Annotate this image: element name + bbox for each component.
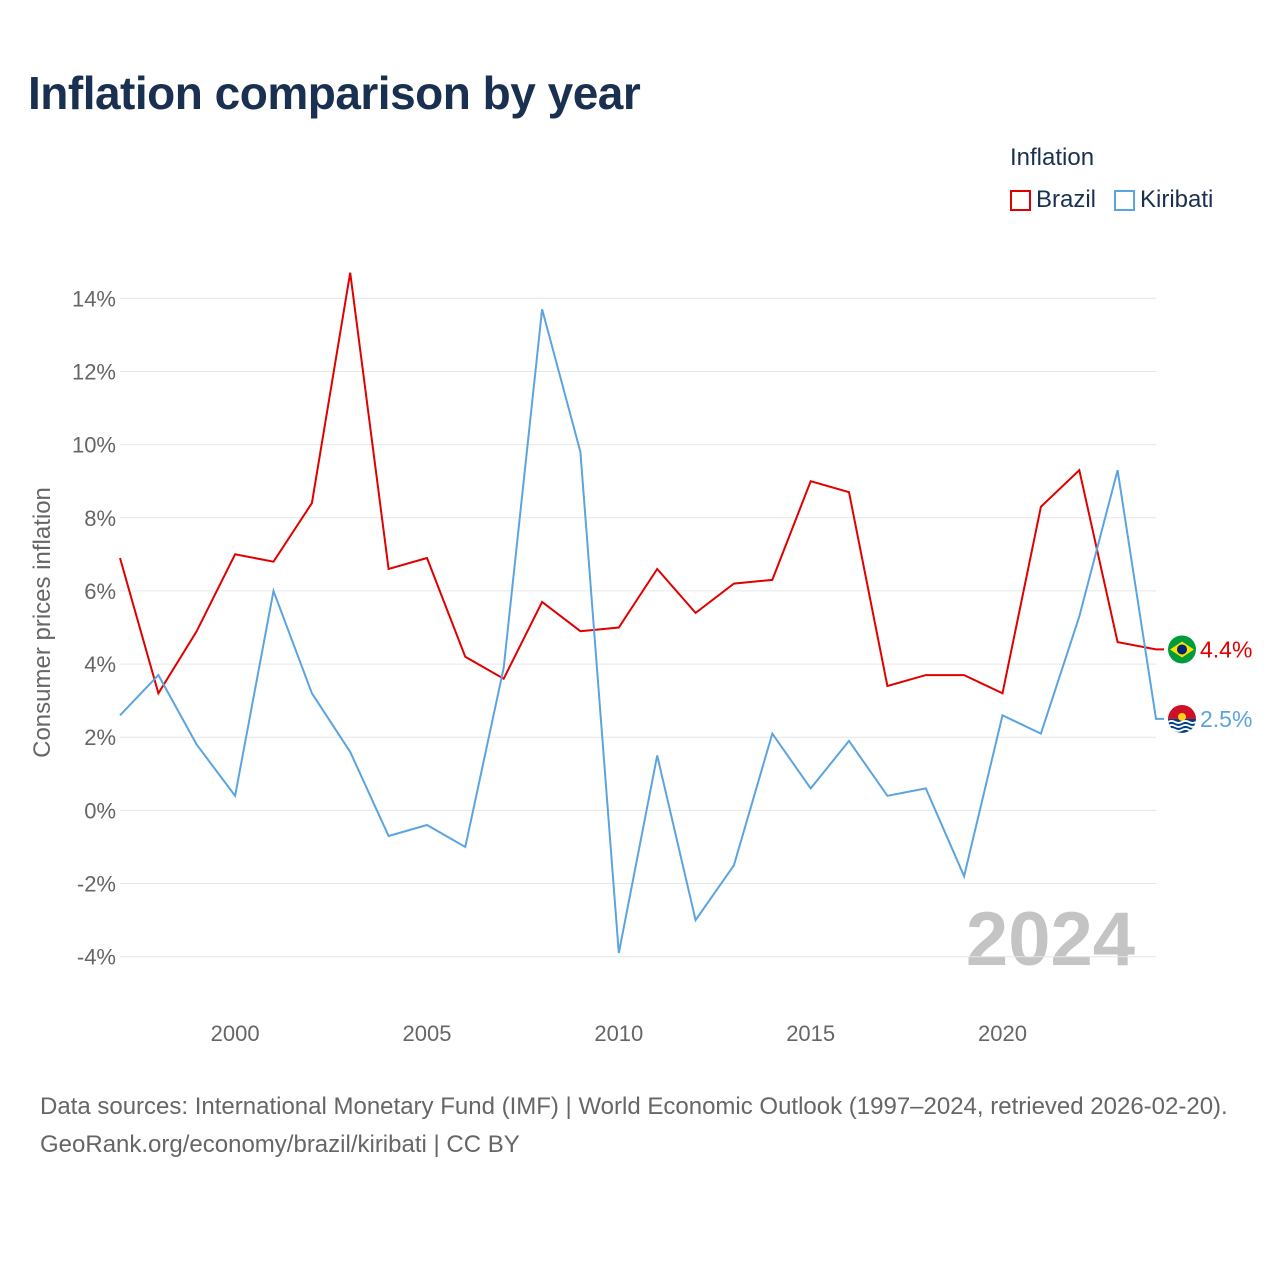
kiribati-flag-sun xyxy=(1178,712,1186,721)
x-tick-label: 2005 xyxy=(402,1021,451,1046)
y-tick-label: 0% xyxy=(84,798,116,823)
data-sources-note: Data sources: International Monetary Fun… xyxy=(40,1093,1228,1120)
legend: Brazil Kiribati xyxy=(1010,186,1231,214)
y-axis-label: Consumer prices inflation xyxy=(29,487,56,758)
footer: Data sources: International Monetary Fun… xyxy=(40,1088,1250,1164)
series-line-brazil xyxy=(119,272,1164,696)
legend-swatch-brazil xyxy=(1010,189,1031,211)
legend-label-brazil: Brazil xyxy=(1036,186,1097,213)
legend-label-kiribati: Kiribati xyxy=(1140,186,1214,213)
chart-title: Inflation comparison by year xyxy=(28,67,641,119)
credit-link[interactable]: GeoRank.org/economy/brazil/kiribati | CC… xyxy=(40,1131,520,1158)
x-tick-label: 2000 xyxy=(211,1021,260,1046)
end-label-brazil: 4.4% xyxy=(1200,636,1252,662)
x-tick-label: 2015 xyxy=(786,1021,835,1046)
legend-item-brazil[interactable]: Brazil xyxy=(1010,186,1096,214)
kiribati-flag-wave xyxy=(1168,728,1196,732)
y-tick-label: 2% xyxy=(84,725,116,750)
kiribati-flag-wave xyxy=(1168,720,1196,724)
y-tick-label: 12% xyxy=(72,359,116,384)
series-line-kiribati xyxy=(119,309,1164,954)
legend-item-kiribati[interactable]: Kiribati xyxy=(1114,186,1213,214)
kiribati-flag-wave xyxy=(1168,724,1196,728)
y-tick-label: -2% xyxy=(77,872,116,897)
year-watermark: 2024 xyxy=(966,897,1135,982)
x-tick-label: 2010 xyxy=(594,1021,643,1046)
y-tick-label: 4% xyxy=(84,652,116,677)
end-label-kiribati: 2.5% xyxy=(1200,706,1252,732)
kiribati-flag-icon xyxy=(1168,704,1196,719)
y-tick-label: 6% xyxy=(84,579,116,604)
y-tick-label: 14% xyxy=(72,286,116,311)
y-tick-label: -4% xyxy=(77,945,116,970)
legend-title: Inflation xyxy=(1010,144,1095,171)
y-tick-label: 10% xyxy=(72,433,116,458)
y-tick-label: 8% xyxy=(84,506,116,531)
x-tick-label: 2020 xyxy=(978,1021,1027,1046)
legend-swatch-kiribati xyxy=(1114,189,1136,211)
brazil-flag-globe xyxy=(1177,644,1187,655)
